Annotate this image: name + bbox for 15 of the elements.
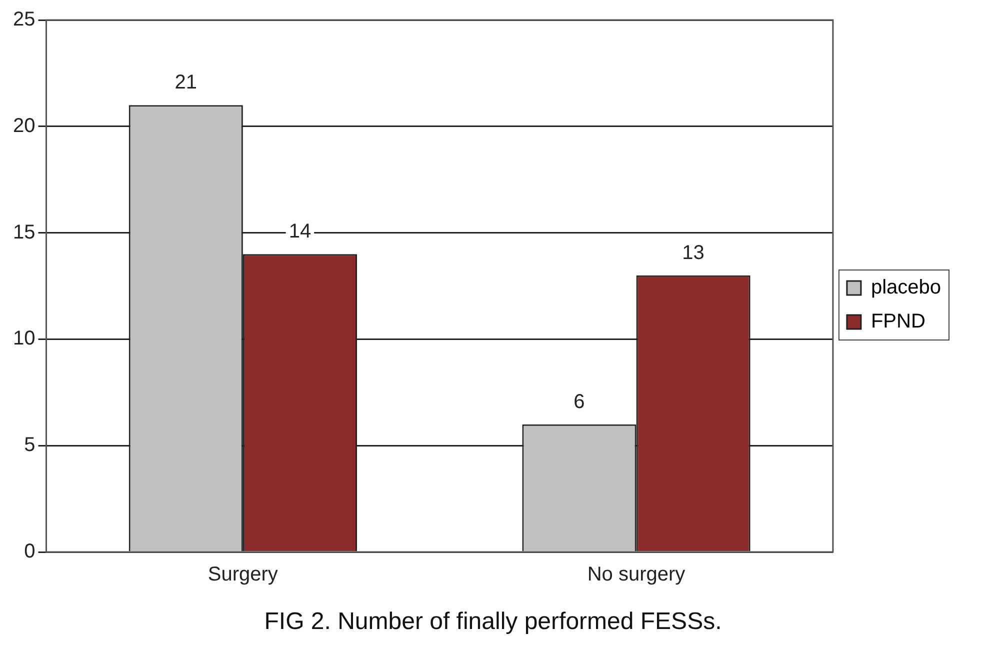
y-tick-label: 25 xyxy=(12,8,36,31)
legend-label: FPND xyxy=(870,310,926,333)
data-label: 13 xyxy=(682,242,704,264)
y-tick-label: 15 xyxy=(12,221,36,244)
x-tick-label: No surgery xyxy=(587,564,686,586)
y-tick-label: 0 xyxy=(24,540,36,563)
data-label: 6 xyxy=(574,390,585,413)
y-tick-label: 10 xyxy=(12,328,36,350)
x-tick-label: Surgery xyxy=(208,564,278,586)
y-tick-label: 5 xyxy=(24,434,36,456)
data-label: 21 xyxy=(174,72,198,94)
caption: FIG 2. Number of finally performed FESSs. xyxy=(263,608,723,636)
legend-label: placebo xyxy=(870,276,942,299)
data-label: 14 xyxy=(288,220,312,243)
y-tick-label: 20 xyxy=(12,114,36,137)
